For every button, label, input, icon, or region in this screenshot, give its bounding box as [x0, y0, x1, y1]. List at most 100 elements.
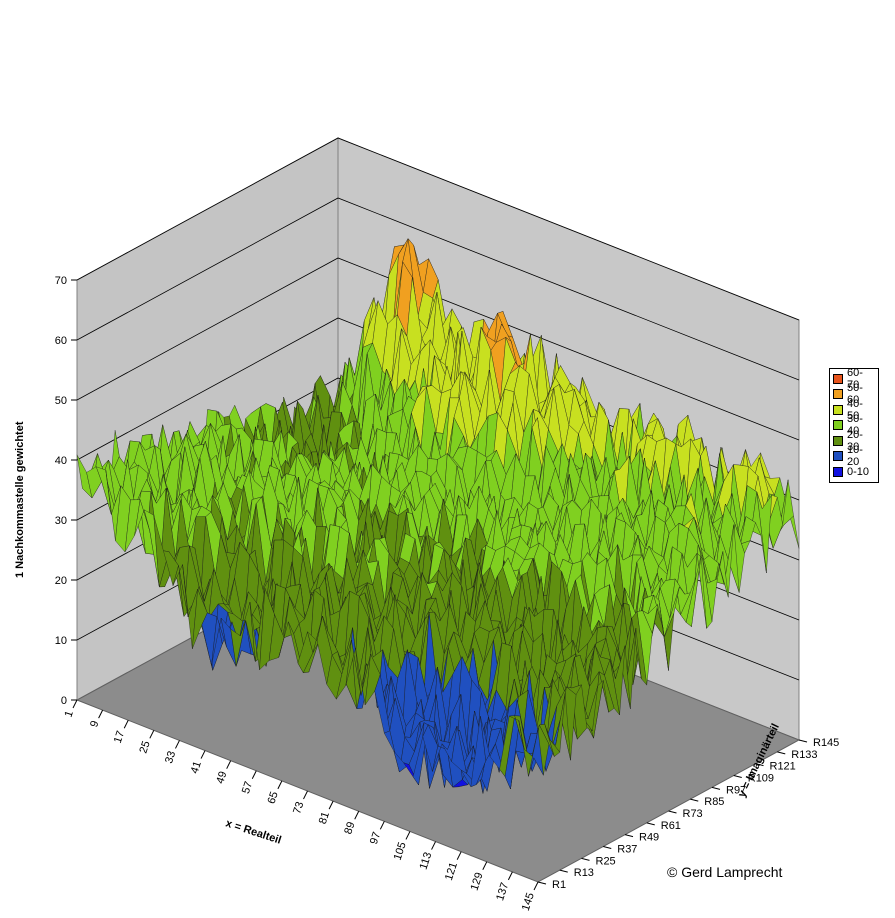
x-tick-label: 105: [392, 841, 409, 862]
y-tick-mark: [733, 775, 742, 778]
surface-plot: [76, 238, 800, 794]
x-tick-mark: [354, 810, 360, 820]
copyright-text: © Gerd Lamprecht: [667, 864, 783, 880]
y-tick-label: R121: [770, 761, 796, 773]
x-tick-label: 49: [214, 770, 229, 785]
z-tick-label: 0: [61, 695, 67, 707]
y-tick-mark: [798, 739, 808, 743]
x-tick-label: 81: [317, 810, 332, 825]
y-tick-label: R109: [748, 773, 774, 785]
y-tick-label: R37: [617, 844, 637, 856]
x-tick-mark: [328, 800, 334, 810]
y-tick-mark: [646, 822, 655, 826]
x-axis-ticks: 1 9 17 25 33 41 49 57 65 73 81 89 97 105 113 121 129 137 1…: [63, 699, 539, 912]
y-tick-mark: [690, 798, 699, 802]
legend-swatch: [833, 404, 843, 415]
y-tick-mark: [711, 786, 721, 790]
x-tick-mark: [123, 719, 129, 729]
legend-item: 10-20: [833, 444, 875, 468]
x-axis-title: x = Realteil: [224, 817, 283, 846]
y-tick-label: R73: [683, 808, 703, 820]
x-tick-label: 73: [291, 800, 306, 815]
y-tick-mark: [755, 763, 764, 767]
legend-item: 40-50: [833, 398, 875, 422]
z-tick-label: 20: [55, 575, 67, 587]
legend-item: 30-40: [833, 413, 875, 437]
z-tick-label: 50: [55, 395, 67, 407]
x-tick-label: 25: [137, 740, 152, 755]
y-tick-mark: [559, 869, 568, 873]
z-axis-ticks: 0 10 20 30 40 50 60 70: [55, 275, 77, 707]
y-axis-ticks: R1 R13R25R37R49R61R73R85R97R109R121R133R1…: [537, 737, 839, 891]
x-tick-label: 33: [163, 750, 178, 765]
z-tick-label: 40: [55, 455, 67, 467]
legend-swatch: [833, 466, 843, 477]
z-tick-label: 60: [55, 335, 67, 347]
chart-legend: 60-70 50-60 40-50 30-40 20-30 10-20 0-10: [829, 367, 879, 483]
x-tick-label: 65: [266, 790, 281, 805]
legend-item: 50-60: [833, 382, 875, 406]
legend-label: 10-20: [847, 444, 863, 469]
x-tick-mark: [303, 790, 308, 800]
legend-swatch: [833, 373, 843, 384]
x-tick-mark: [507, 871, 513, 881]
x-tick-label: 137: [494, 881, 511, 902]
y-tick-label: R25: [596, 855, 616, 867]
legend-label: 20-30: [847, 428, 863, 453]
legend-swatch: [833, 389, 843, 400]
y-tick-label: R145: [813, 737, 839, 749]
x-tick-label: 17: [112, 729, 127, 744]
x-tick-label: 129: [469, 871, 486, 892]
y-tick-label: R97: [726, 784, 746, 796]
x-tick-mark: [482, 861, 488, 871]
gridline: [76, 257, 800, 441]
x-tick-mark: [149, 730, 155, 739]
legend-label: 60-70: [847, 366, 863, 391]
legend-item: 0-10: [833, 464, 875, 480]
legend-label: 30-40: [847, 413, 863, 438]
legend-label: 50-60: [847, 382, 863, 407]
x-tick-mark: [379, 821, 385, 830]
legend-item: 60-70: [833, 367, 875, 391]
y-tick-label: R61: [661, 820, 681, 832]
legend-label: 40-50: [847, 397, 863, 422]
y-tick-mark: [624, 834, 634, 838]
y-tick-label: R1: [552, 879, 566, 891]
legend-swatch: [833, 451, 843, 462]
y-tick-mark: [668, 810, 677, 814]
legend-label: 0-10: [847, 465, 870, 478]
x-tick-label: 89: [342, 820, 357, 835]
x-tick-label: 1: [63, 709, 76, 719]
legend-swatch: [833, 420, 843, 431]
z-tick-label: 30: [55, 515, 67, 527]
legend-swatch: [833, 435, 843, 446]
gridline: [76, 197, 800, 381]
y-tick-label: R13: [574, 867, 594, 879]
y-tick-mark: [777, 751, 786, 755]
legend-item: 20-30: [833, 429, 875, 453]
gridline: [76, 137, 800, 321]
x-tick-label: 113: [418, 851, 435, 871]
x-tick-mark: [72, 699, 78, 709]
x-tick-mark: [456, 851, 462, 860]
y-tick-mark: [581, 857, 590, 861]
x-tick-mark: [533, 881, 539, 891]
y-tick-mark: [537, 881, 547, 885]
x-tick-mark: [431, 841, 437, 850]
x-tick-label: 145: [520, 891, 537, 912]
z-tick-label: 70: [55, 275, 67, 287]
x-tick-mark: [405, 831, 411, 840]
x-tick-mark: [277, 780, 283, 790]
y-tick-label: R49: [639, 832, 659, 844]
z-tick-label: 10: [55, 635, 67, 647]
x-tick-label: 9: [88, 719, 101, 729]
surface-cell: [528, 730, 544, 777]
y-tick-mark: [603, 846, 612, 849]
x-tick-mark: [226, 760, 232, 769]
z-axis-title: 1 Nachkommastelle gewichtet: [14, 421, 26, 578]
x-tick-mark: [251, 770, 257, 780]
x-tick-label: 41: [189, 760, 204, 775]
x-tick-label: 57: [240, 780, 255, 795]
